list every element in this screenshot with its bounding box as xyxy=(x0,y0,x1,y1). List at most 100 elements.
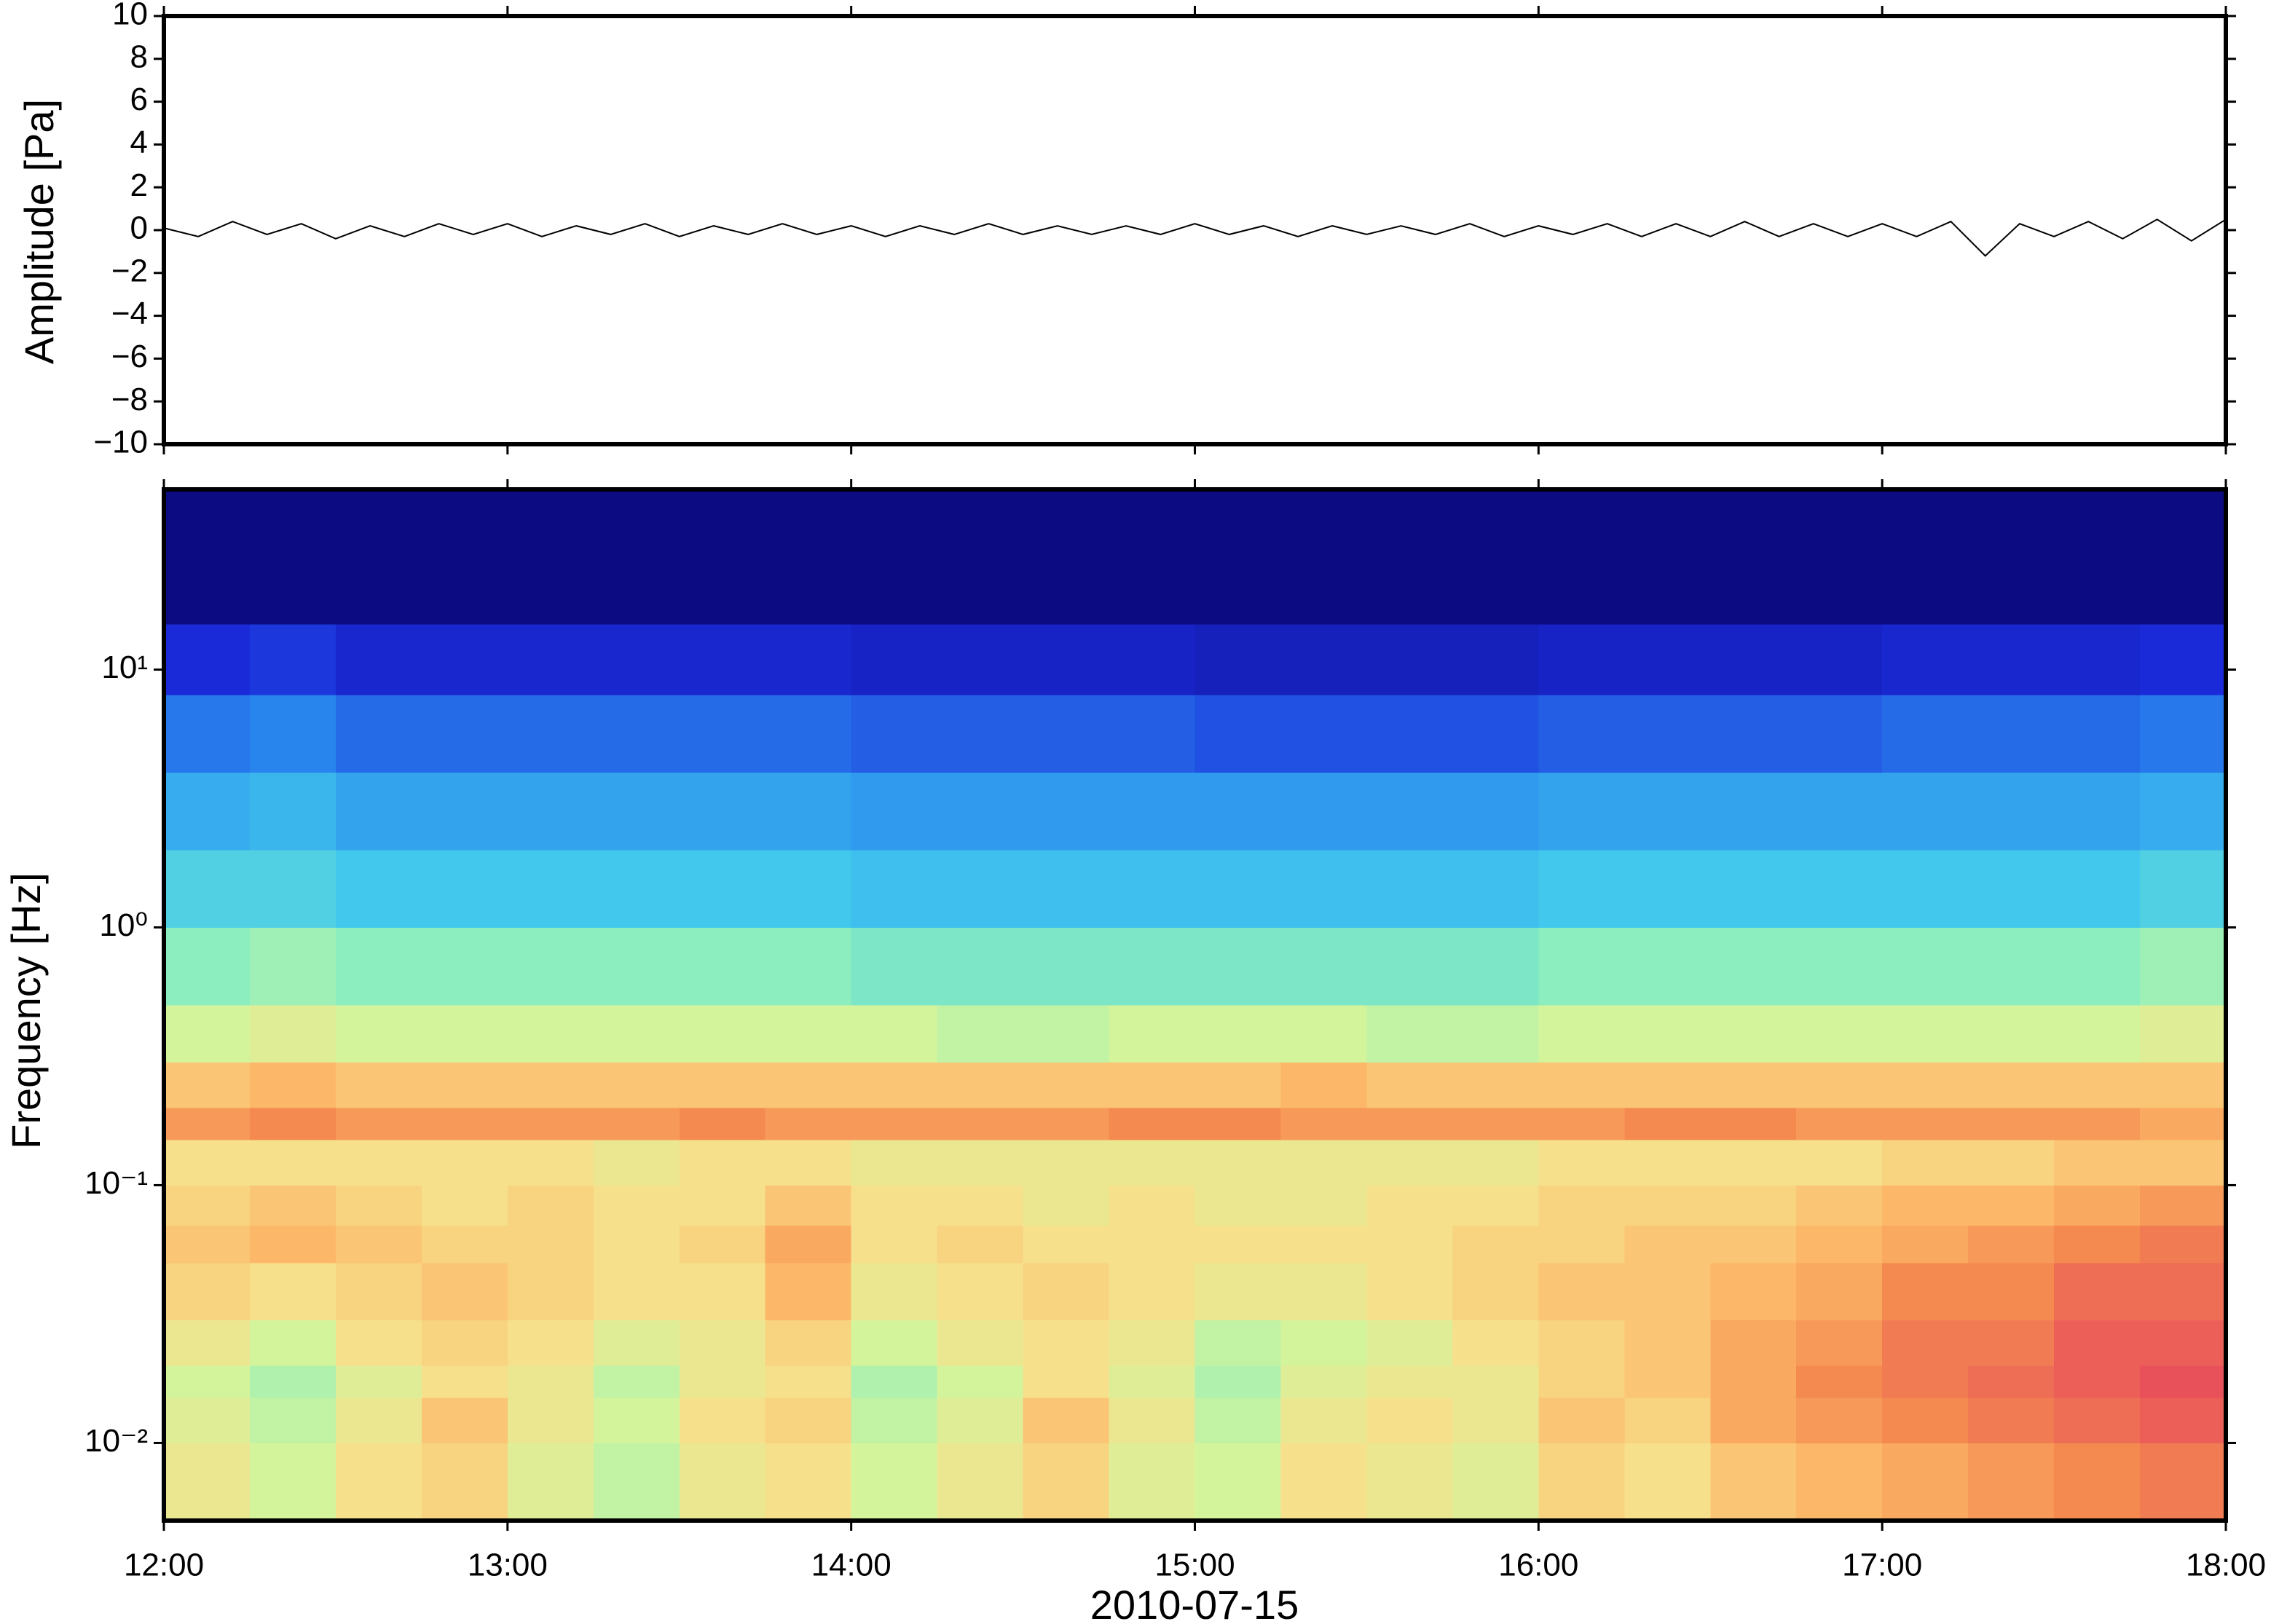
y-tick-label: 8 xyxy=(130,39,148,74)
heat-cell xyxy=(335,1185,422,1226)
heat-cell xyxy=(507,1263,594,1321)
heat-cell xyxy=(1366,927,1453,1006)
heat-cell xyxy=(1538,624,1625,695)
heat-cell xyxy=(937,849,1024,929)
heat-cell xyxy=(1882,694,1969,773)
heat-cell xyxy=(593,489,680,625)
heat-cell xyxy=(2054,694,2141,773)
heat-cell xyxy=(679,1185,766,1226)
heat-cell xyxy=(593,1263,680,1321)
x-tick-label: 12:00 xyxy=(124,1548,204,1583)
heat-cell xyxy=(851,1005,938,1063)
heat-cell xyxy=(421,1398,508,1444)
heat-cell xyxy=(1280,489,1368,625)
heat-cell xyxy=(2140,489,2227,625)
heat-cell xyxy=(1452,489,1539,625)
heat-cell xyxy=(1194,1320,1282,1366)
heat-cell xyxy=(679,1263,766,1321)
heat-cell xyxy=(1194,1062,1282,1108)
heat-cell xyxy=(2054,1005,2141,1063)
heat-cell xyxy=(249,1107,336,1140)
heat-cell xyxy=(507,489,594,625)
heat-cell xyxy=(1796,1005,1883,1063)
heat-cell xyxy=(249,694,336,773)
heat-cell xyxy=(249,927,336,1006)
heat-cell xyxy=(1366,1320,1453,1366)
x-tick-label: 15:00 xyxy=(1154,1548,1235,1583)
heat-cell xyxy=(1710,1443,1797,1521)
axes: −10 −8 −6 −4 −2 0 2 4 6 8 10 10⁻² 10⁻¹ 10⁰ 10¹ 12:00 13:… xyxy=(84,0,2266,1583)
heat-cell xyxy=(1968,849,2055,929)
heat-cell xyxy=(2054,1225,2141,1264)
heat-cell xyxy=(2054,1062,2141,1108)
heat-cell xyxy=(1710,849,1797,929)
heat-cell xyxy=(679,1140,766,1186)
heat-cell xyxy=(679,624,766,695)
heat-cell xyxy=(1796,1140,1883,1186)
heat-cell xyxy=(765,1225,852,1264)
heat-cell xyxy=(164,1263,251,1321)
heat-cell xyxy=(679,1365,766,1398)
heat-cell xyxy=(249,489,336,625)
heat-cell xyxy=(937,1263,1024,1321)
heat-cell xyxy=(507,1443,594,1521)
heat-cell xyxy=(1538,1320,1625,1366)
heat-cell xyxy=(1710,772,1797,851)
heat-cell xyxy=(1280,1140,1368,1186)
heat-cell xyxy=(2140,849,2227,929)
heat-cell xyxy=(1538,489,1625,625)
y-tick-label: 10⁰ xyxy=(99,907,148,943)
heat-cell xyxy=(851,694,938,773)
heat-cell xyxy=(1538,1107,1625,1140)
heat-cell xyxy=(1366,1107,1453,1140)
heat-cell xyxy=(507,1005,594,1063)
heat-cell xyxy=(765,1062,852,1108)
heat-cell xyxy=(851,772,938,851)
heat-cell xyxy=(765,849,852,929)
heat-cell xyxy=(2140,694,2227,773)
plot-frame xyxy=(162,14,2228,446)
heat-cell xyxy=(765,1005,852,1063)
heat-cell xyxy=(421,489,508,625)
heat-cell xyxy=(335,1225,422,1264)
heat-cell xyxy=(593,1443,680,1521)
heat-cell xyxy=(1109,1320,1196,1366)
heat-cell xyxy=(593,1140,680,1186)
heat-cell xyxy=(1452,1140,1539,1186)
heat-cell xyxy=(1023,489,1110,625)
heat-cell xyxy=(507,849,594,929)
heat-cell xyxy=(507,1185,594,1226)
heat-cell xyxy=(765,1320,852,1366)
heat-cell xyxy=(765,1398,852,1444)
heat-cell xyxy=(1624,1263,1711,1321)
heat-cell xyxy=(2140,624,2227,695)
heat-cell xyxy=(851,1107,938,1140)
heat-cell xyxy=(1023,1443,1110,1521)
heat-cell xyxy=(1109,1005,1196,1063)
heat-cell xyxy=(1366,624,1453,695)
heat-cell xyxy=(1109,624,1196,695)
heat-cell xyxy=(507,1140,594,1186)
heat-cell xyxy=(1538,1225,1625,1264)
heat-cell xyxy=(1710,1185,1797,1226)
heat-cell xyxy=(1968,1225,2055,1264)
heat-cell xyxy=(1882,489,1969,625)
heat-cell xyxy=(1796,1263,1883,1321)
heat-cell xyxy=(2054,489,2141,625)
heat-cell xyxy=(1194,1140,1282,1186)
heat-cell xyxy=(851,1320,938,1366)
heat-cell xyxy=(1968,1263,2055,1321)
heat-cell xyxy=(1023,1062,1110,1108)
heat-cell xyxy=(937,772,1024,851)
heat-cell xyxy=(1968,489,2055,625)
heat-cell xyxy=(2140,772,2227,851)
heat-cell xyxy=(2054,927,2141,1006)
heat-cell xyxy=(1109,1225,1196,1264)
heat-cell xyxy=(249,1225,336,1264)
heat-cell xyxy=(1538,772,1625,851)
heat-cell xyxy=(765,1443,852,1521)
heat-cell xyxy=(765,1140,852,1186)
heat-cell xyxy=(593,1225,680,1264)
heat-cell xyxy=(164,927,251,1006)
